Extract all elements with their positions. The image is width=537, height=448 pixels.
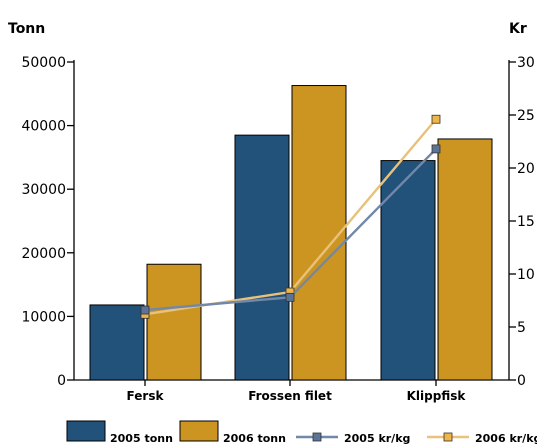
legend-label: 2005 tonn [110,432,173,445]
bar-2005-tonn [380,160,436,381]
left-axis-unit-label: Tonn [8,21,45,37]
right-tick-label: 20 [517,161,535,177]
legend-swatch-2005-tonn [66,420,106,442]
legend-marker [443,432,453,442]
line-point-2006-kr-kg [431,114,441,124]
category-label: Frossen filet [248,389,332,403]
line-point-2005-kr-kg [285,292,295,302]
right-tick-label: 5 [517,320,526,336]
line-point-2005-kr-kg [140,305,150,315]
left-tick-label: 20000 [21,246,66,262]
left-tick-label: 40000 [21,119,66,135]
bar-2006-tonn [437,138,493,381]
category-label: Fersk [127,389,165,403]
right-axis-unit-label: Kr [509,21,527,37]
right-tick-label: 30 [517,55,535,71]
bar-2006-tonn [291,85,347,381]
line-point-2005-kr-kg [431,144,441,154]
right-tick-label: 0 [517,373,526,389]
legend: 2005 tonn 2006 tonn 2005 kr/kg 2006 kr/kg [66,420,537,445]
category-label: Klippfisk [407,389,467,403]
legend-marker [312,432,322,442]
right-tick-label: 10 [517,267,535,283]
left-tick-label: 50000 [21,55,66,71]
bar-2005-tonn [89,304,145,381]
legend-label: 2006 tonn [223,432,286,445]
legend-swatch-2006-tonn [179,420,219,442]
left-tick-label: 30000 [21,182,66,198]
legend-label: 2005 kr/kg [344,432,410,445]
right-tick-label: 25 [517,108,535,124]
left-tick-label: 10000 [21,309,66,325]
bar-2005-tonn [234,134,290,381]
plot-area: 0 10000 20000 30000 40000 50000 0 5 10 15 20 25 30 Fe… [21,55,534,403]
right-tick-label: 15 [517,214,535,230]
legend-label: 2006 kr/kg [475,432,537,445]
left-tick-label: 0 [57,373,66,389]
bar-2006-tonn [146,263,202,381]
